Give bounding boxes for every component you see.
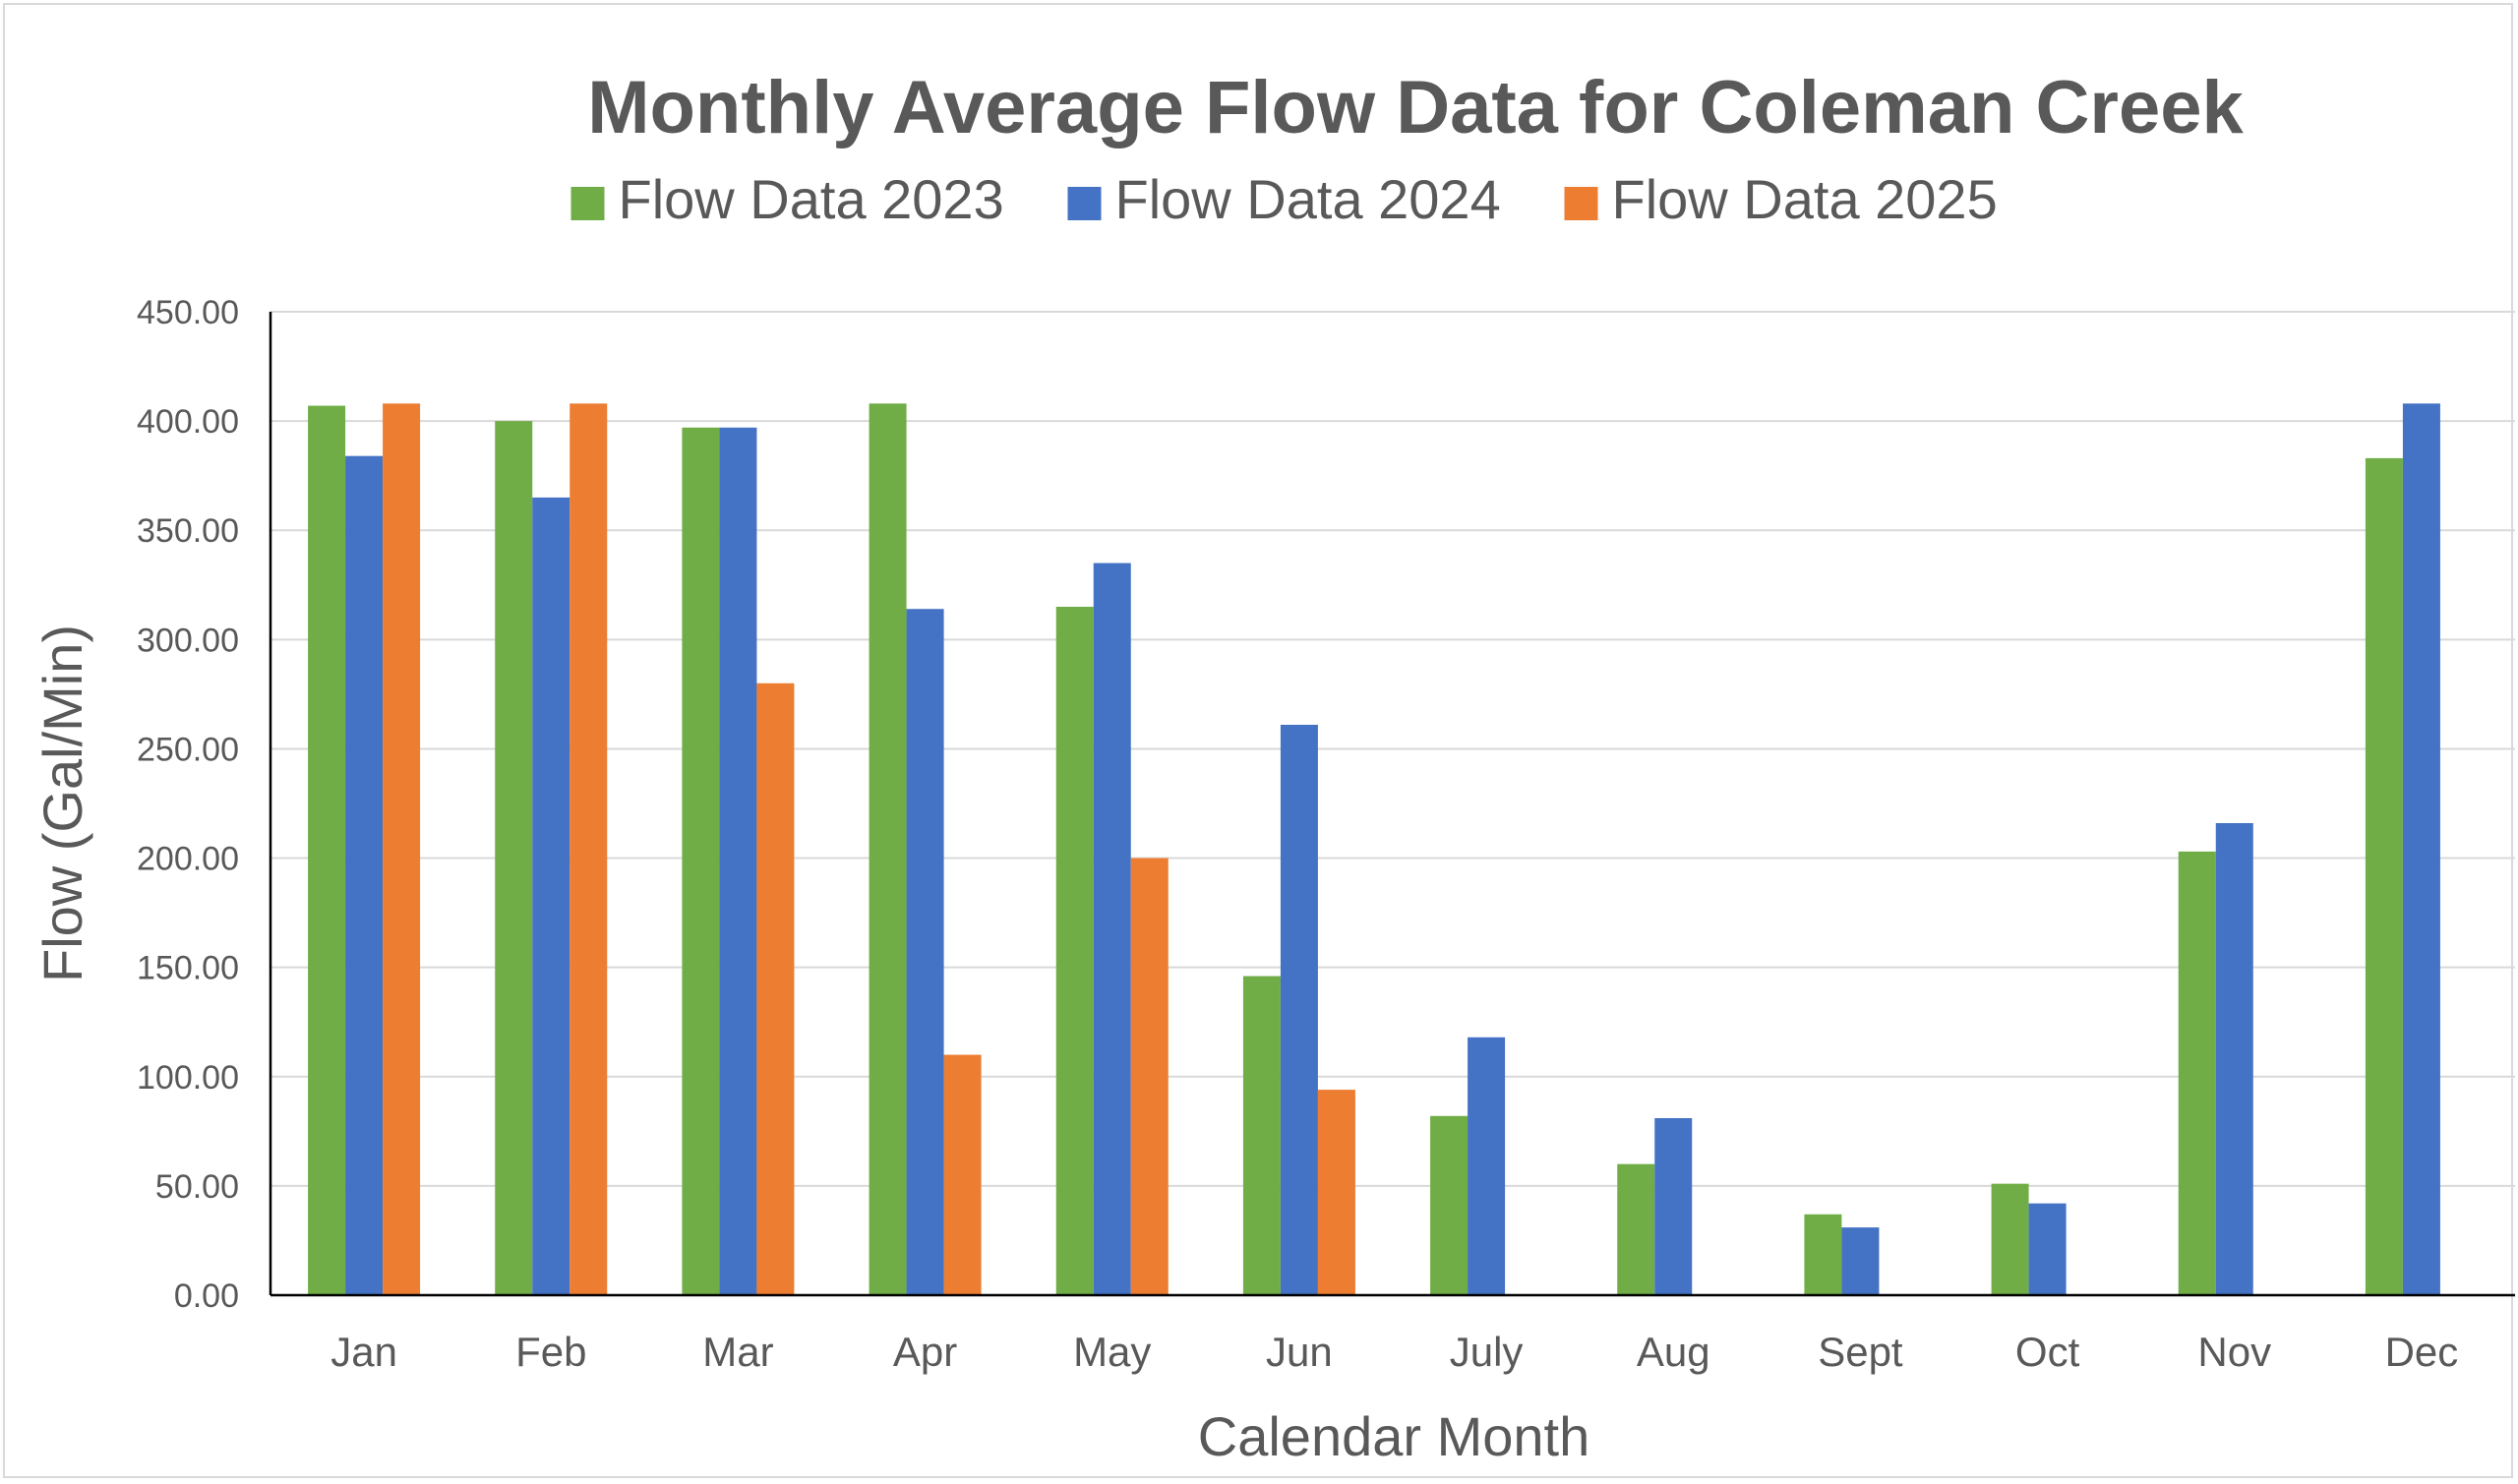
bar (2402, 403, 2440, 1295)
x-category-label: May (1073, 1329, 1151, 1375)
x-category-label: Oct (2015, 1329, 2080, 1375)
bar (2178, 851, 2216, 1295)
x-category-label: Sept (1818, 1329, 1903, 1375)
legend-swatch (1564, 187, 1598, 220)
legend-label: Flow Data 2024 (1115, 168, 1501, 230)
x-category-label: July (1450, 1329, 1524, 1375)
bar (532, 497, 570, 1295)
x-category-label: Dec (2385, 1329, 2459, 1375)
y-tick-label: 250.00 (137, 731, 239, 768)
bar (1280, 725, 1318, 1295)
x-category-label: Jan (330, 1329, 397, 1375)
bar (719, 427, 757, 1295)
y-axis-title: Flow (Gal/Min) (31, 624, 93, 982)
bar (345, 455, 384, 1296)
y-tick-label: 50.00 (155, 1168, 239, 1206)
legend-label: Flow Data 2025 (1612, 168, 1998, 230)
x-category-label: Mar (702, 1329, 773, 1375)
bar (1804, 1214, 1842, 1295)
bar (943, 1054, 982, 1295)
x-axis-categories: Jan Feb Mar Apr May Jun July Aug Sept Oct Nov Dec (330, 1329, 2458, 1375)
bar (383, 403, 421, 1295)
gridlines (270, 311, 2515, 1187)
chart-frame: Monthly Average Flow Data for Coleman Cr… (3, 3, 2515, 1478)
bar (2215, 823, 2253, 1295)
bar (1617, 1163, 1655, 1295)
x-category-label: Jun (1266, 1329, 1333, 1375)
y-axis-ticks: 0.00 50.00 100.00 150.00 200.00 250.00 300.00 3… (137, 294, 239, 1315)
x-axis-title: Calendar Month (1198, 1405, 1589, 1467)
bar (1430, 1115, 1469, 1295)
bar (1093, 563, 1131, 1295)
bar (570, 403, 608, 1295)
bar (756, 683, 795, 1295)
bar (495, 421, 533, 1296)
bar (1242, 976, 1281, 1295)
y-tick-label: 300.00 (137, 622, 239, 659)
bar (906, 609, 944, 1295)
y-tick-label: 400.00 (137, 403, 239, 441)
bar (1654, 1118, 1693, 1295)
bar (308, 405, 346, 1295)
y-tick-label: 350.00 (137, 512, 239, 550)
flow-chart: Monthly Average Flow Data for Coleman Cr… (31, 66, 2515, 1467)
y-tick-label: 0.00 (174, 1277, 239, 1315)
x-category-label: Nov (2197, 1329, 2271, 1375)
y-tick-label: 100.00 (137, 1059, 239, 1097)
y-tick-label: 450.00 (137, 294, 239, 331)
legend: Flow Data 2023 Flow Data 2024 Flow Data 20… (570, 168, 1998, 230)
bar (682, 427, 720, 1295)
bar (1991, 1183, 2029, 1295)
legend-swatch (1067, 187, 1102, 220)
bar (869, 403, 907, 1295)
bar (2365, 457, 2403, 1295)
bars (308, 403, 2440, 1296)
bar (1841, 1227, 1880, 1295)
x-category-label: Apr (893, 1329, 957, 1375)
bar (1317, 1090, 1355, 1295)
bar (1130, 858, 1169, 1295)
legend-label: Flow Data 2023 (619, 168, 1004, 230)
x-category-label: Aug (1637, 1329, 1710, 1375)
bar (1055, 607, 1094, 1295)
x-category-label: Feb (515, 1329, 586, 1375)
chart-title: Monthly Average Flow Data for Coleman Cr… (587, 66, 2244, 149)
bar (1468, 1037, 1506, 1295)
bar (2028, 1203, 2067, 1295)
legend-swatch (570, 187, 605, 220)
y-tick-label: 150.00 (137, 950, 239, 987)
y-tick-label: 200.00 (137, 841, 239, 878)
